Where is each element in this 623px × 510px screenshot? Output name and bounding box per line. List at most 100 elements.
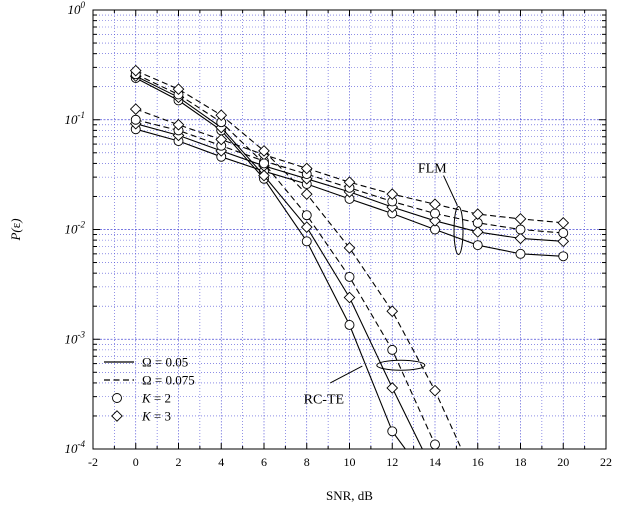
legend-label-text: = 2 <box>151 391 171 406</box>
data-point <box>515 248 526 259</box>
y-tick-label: 100 <box>68 0 86 17</box>
legend-label-symbol: K <box>141 391 152 406</box>
legend-label-symbol: Ω <box>142 355 152 370</box>
data-point <box>343 291 356 304</box>
data-point <box>557 235 570 248</box>
x-tick-labels: -2 0 2 4 6 8 10 12 14 16 18 20 22 <box>88 455 612 469</box>
data-point <box>429 214 441 227</box>
legend-label: Ω = 0.075 <box>142 373 195 388</box>
x-tick-label: 22 <box>600 455 612 469</box>
y-tick-base: 10 <box>65 441 79 456</box>
data-point <box>301 236 312 247</box>
y-tick-exponent: -4 <box>78 439 86 449</box>
y-axis-label-symbol: ε <box>8 222 23 228</box>
data-point <box>429 198 441 211</box>
data-point <box>215 109 228 122</box>
data-point <box>343 176 356 188</box>
legend-label: Ω = 0.05 <box>142 355 188 370</box>
tick-marks <box>92 9 607 450</box>
data-point <box>258 169 270 182</box>
series-line <box>135 77 407 449</box>
rcte-pointer <box>330 365 363 384</box>
legend-label-text: = 3 <box>151 409 171 424</box>
series-line <box>135 73 440 449</box>
y-axis-label-close: ) <box>8 218 23 223</box>
legend-label-symbol: K <box>141 409 152 424</box>
data-point <box>429 384 441 397</box>
data-point <box>172 83 185 95</box>
data-point <box>344 319 355 330</box>
data-point <box>259 158 269 169</box>
data-point <box>343 242 356 254</box>
flm-ellipse <box>453 205 464 255</box>
series-6 <box>129 70 423 449</box>
x-tick-label: 6 <box>261 455 267 469</box>
legend-marker-sample <box>112 393 122 403</box>
y-tick-label: 10-3 <box>65 329 86 346</box>
y-tick-exponent: -2 <box>78 220 86 230</box>
series-group <box>129 64 570 450</box>
flm-label: FLM <box>418 162 447 177</box>
data-point <box>215 133 228 146</box>
data-point <box>300 221 313 234</box>
y-tick-base: 10 <box>65 331 79 346</box>
x-tick-label: 16 <box>472 455 484 469</box>
x-tick-label: -2 <box>88 455 98 469</box>
legend-label: K = 2 <box>141 391 171 406</box>
legend-label: K = 3 <box>141 409 171 424</box>
data-point <box>215 121 228 134</box>
data-point <box>129 103 142 115</box>
data-point <box>471 208 484 220</box>
x-tick-label: 0 <box>133 455 139 469</box>
data-point <box>386 188 399 200</box>
data-point <box>558 228 569 238</box>
data-point <box>430 208 440 219</box>
series-4 <box>129 103 570 229</box>
legend-entry: K = 3 <box>111 409 171 424</box>
x-tick-label: 18 <box>515 455 527 469</box>
data-point <box>386 382 399 394</box>
x-tick-label: 4 <box>218 455 224 469</box>
rcte-label: RC-TE <box>304 392 344 407</box>
x-tick-label: 12 <box>386 455 398 469</box>
legend-label-symbol: Ω <box>142 373 152 388</box>
y-tick-label: 10-2 <box>65 220 86 237</box>
legend-entry: Ω = 0.075 <box>104 373 195 388</box>
series-line <box>135 75 423 449</box>
data-point <box>387 426 398 437</box>
data-point <box>387 344 398 355</box>
data-point <box>514 232 527 245</box>
y-tick-base: 10 <box>65 222 79 237</box>
y-tick-exponent: -3 <box>78 329 86 339</box>
y-tick-label: 10-1 <box>65 110 86 127</box>
data-point <box>515 224 526 235</box>
legend-label-text: = 0.075 <box>152 373 195 388</box>
x-tick-label: 10 <box>344 455 356 469</box>
series-line <box>135 70 463 449</box>
data-point <box>471 226 484 238</box>
legend-marker-sample <box>111 410 123 422</box>
series-8 <box>129 64 463 449</box>
data-point <box>300 162 313 175</box>
x-tick-label: 20 <box>557 455 569 469</box>
data-point <box>558 251 569 262</box>
x-tick-label: 14 <box>429 455 441 469</box>
data-point <box>129 64 142 77</box>
data-point <box>130 114 141 125</box>
series-line <box>135 108 564 224</box>
y-axis-label-main: P( <box>8 228 23 242</box>
y-tick-exponent: 0 <box>81 0 86 10</box>
data-point <box>557 217 570 229</box>
series-7 <box>130 69 440 450</box>
y-axis-label: P(ε) <box>8 218 23 241</box>
x-axis-label: SNR, dB <box>326 488 373 503</box>
data-point <box>258 145 270 157</box>
legend-label-text: = 0.05 <box>152 355 189 370</box>
data-point <box>172 118 185 131</box>
data-point <box>514 213 527 225</box>
legend-entry: Ω = 0.05 <box>104 355 188 370</box>
data-point <box>344 271 355 282</box>
